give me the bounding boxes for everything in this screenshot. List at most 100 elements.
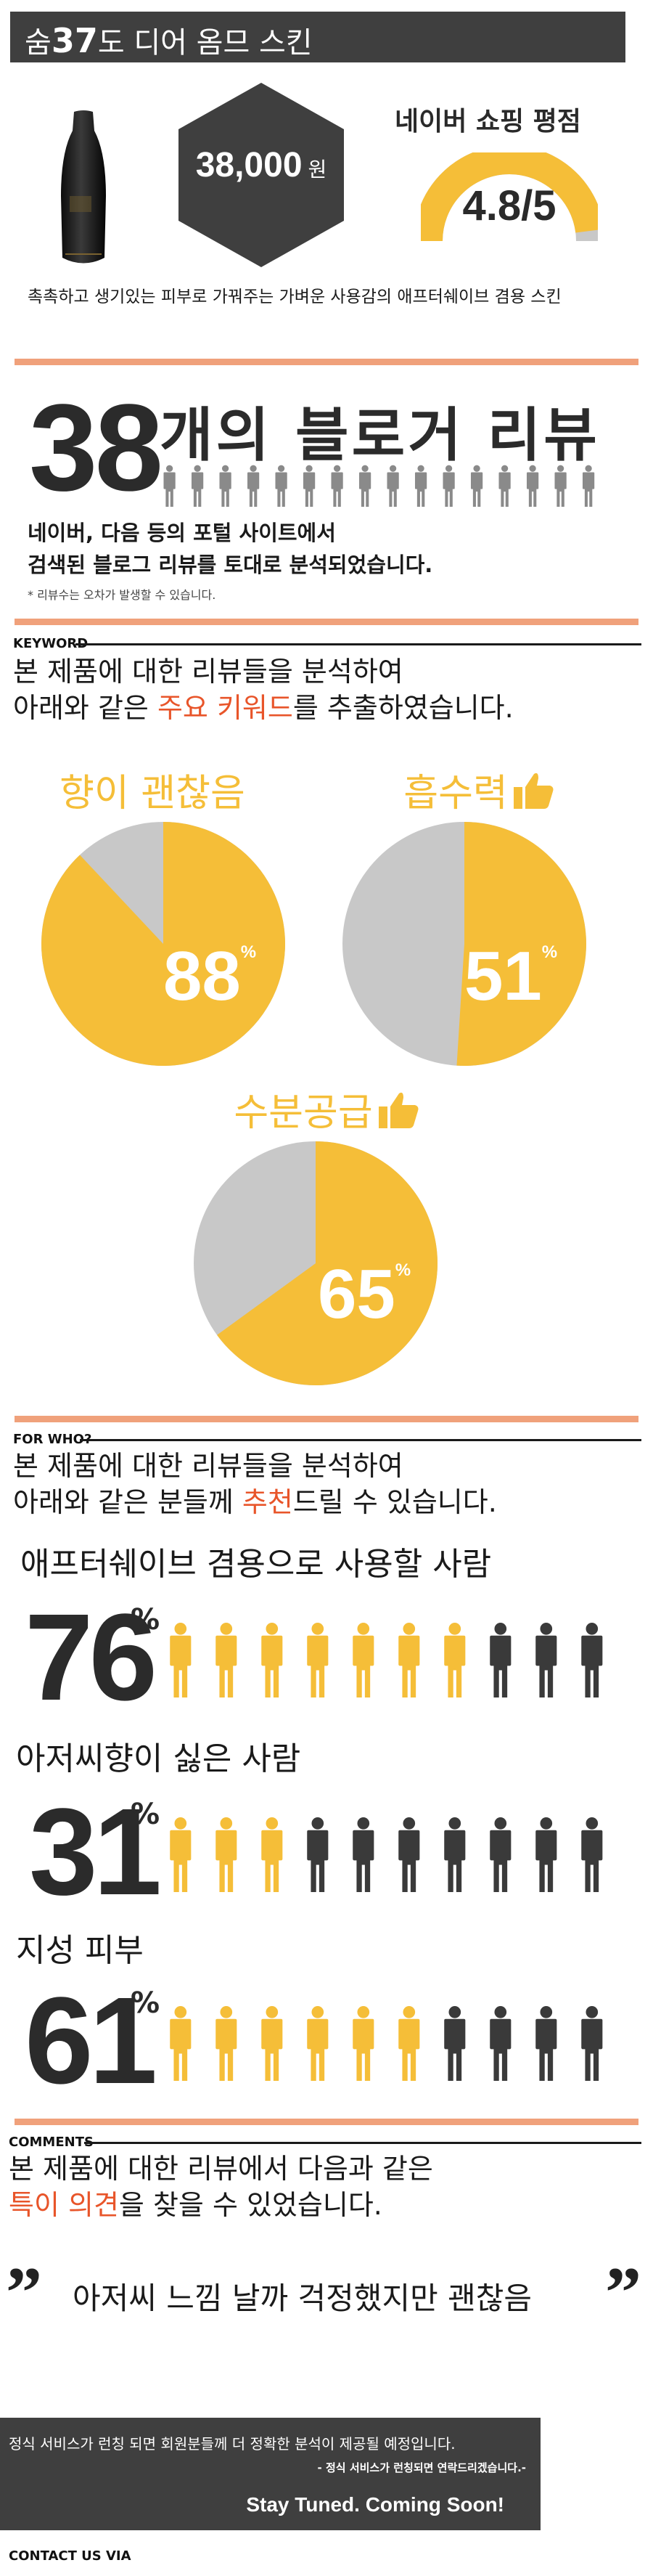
person-icon — [261, 1817, 283, 1892]
person-icon — [535, 1623, 557, 1697]
percent-sign: % — [131, 1798, 160, 1831]
person-icon — [398, 1817, 420, 1892]
blog-count: 38 — [29, 379, 163, 517]
person-icon — [307, 1817, 329, 1892]
quote-open-mark: ” — [6, 2252, 42, 2333]
person-icon — [215, 1623, 237, 1697]
person-icon — [261, 2006, 283, 2081]
person-icon — [490, 2006, 512, 2081]
person-icon — [498, 465, 511, 507]
forwho-item-title: 지성 피부 — [16, 1932, 144, 1969]
keyword-pie-chart — [342, 822, 586, 1066]
person-icon — [398, 1623, 420, 1697]
person-icon — [353, 1817, 374, 1892]
percent-sign: % — [131, 1986, 160, 2020]
forwho-lead-text: 본 제품에 대한 리뷰들을 분석하여 아래와 같은 분들께 추천드릴 수 있습니… — [13, 1450, 497, 1518]
person-icon — [490, 1623, 512, 1697]
blog-note: * 리뷰수는 오차가 발생할 수 있습니다. — [28, 588, 216, 602]
percent-sign: % — [131, 1603, 160, 1637]
person-icon — [307, 2006, 329, 2081]
keyword-section-label: KEYWORD — [13, 636, 89, 651]
header-bar — [10, 12, 625, 62]
forwho-item-title: 아저씨향이 싫은 사람 — [16, 1740, 301, 1777]
person-icon — [490, 1817, 512, 1892]
person-icon — [444, 1623, 466, 1697]
blog-title: 개의 블로거 리뷰 — [160, 402, 600, 469]
pie-slice-value — [41, 822, 286, 1066]
forwho-people-row — [170, 1623, 603, 1697]
person-icon — [358, 465, 371, 507]
footer-subnotice: - 정식 서비스가 런칭되면 연락드리겠습니다.- — [317, 2461, 526, 2474]
comments-section-label: COMMENTS — [9, 2135, 94, 2150]
person-icon — [170, 1817, 192, 1892]
section-divider — [15, 2119, 638, 2125]
comment-quote: 아저씨 느낌 날까 걱정했지만 괜찮음 — [73, 2281, 533, 2316]
person-icon — [191, 465, 204, 507]
keyword-title: 향이 괜찮음 — [59, 772, 245, 815]
blog-source-text: 네이버, 다음 등의 포털 사이트에서 검색된 블로그 리뷰를 토대로 분석되었습… — [28, 521, 433, 577]
person-icon — [582, 465, 595, 507]
pie-slice-value — [217, 1141, 438, 1385]
person-icon — [414, 465, 427, 507]
footer-cta: Stay Tuned. Coming Soon! — [246, 2493, 504, 2516]
forwho-section-label: FOR WHO? — [13, 1432, 92, 1447]
person-icon — [581, 1817, 603, 1892]
person-icon — [554, 465, 567, 507]
person-icon — [444, 2006, 466, 2081]
thumbs-up-icon — [513, 773, 554, 809]
keyword-percent: 51% — [464, 937, 558, 1015]
person-icon — [470, 465, 483, 507]
person-icon — [303, 465, 316, 507]
keyword-pie-chart — [41, 822, 286, 1066]
person-icon — [581, 1623, 603, 1697]
person-icon — [170, 2006, 192, 2081]
person-icon — [443, 465, 455, 507]
person-icon — [444, 1817, 466, 1892]
person-icon — [526, 465, 539, 507]
contact-us-label[interactable]: CONTACT US VIA — [9, 2548, 131, 2564]
forwho-item-title: 애프터쉐이브 겸용으로 사용할 사람 — [20, 1546, 492, 1583]
price-hexagon — [178, 83, 344, 267]
keyword-title: 흡수력 — [363, 762, 595, 817]
thumbs-up-icon — [378, 1092, 419, 1128]
footer-box — [0, 2418, 541, 2530]
price-value: 38,000 원 — [195, 146, 327, 184]
forwho-people-row — [170, 2006, 603, 2081]
pie-slice-value — [456, 822, 586, 1066]
person-icon — [247, 465, 260, 507]
forwho-percent: 76 — [25, 1589, 157, 1727]
person-icon — [353, 2006, 374, 2081]
forwho-people-row — [170, 1817, 603, 1892]
person-icon — [215, 1817, 237, 1892]
person-icon — [535, 1817, 557, 1892]
keyword-percent: 65% — [318, 1255, 411, 1333]
person-icon — [170, 1623, 192, 1697]
keyword-pie-chart — [194, 1141, 438, 1385]
person-icon — [535, 2006, 557, 2081]
person-icon — [275, 465, 287, 507]
section-line — [84, 2142, 641, 2144]
blogger-icon-row — [163, 465, 595, 507]
product-title: 숨37도 디어 옴므 스킨 — [25, 21, 313, 60]
rating-label: 네이버 쇼핑 평점 — [395, 107, 581, 136]
product-bottle-image — [61, 110, 106, 264]
person-icon — [387, 465, 399, 507]
section-divider — [15, 1416, 638, 1422]
product-description: 촉촉하고 생기있는 피부로 가꿔주는 가벼운 사용감의 애프터쉐이브 겸용 스킨 — [28, 288, 562, 306]
rating-gauge — [421, 152, 598, 242]
person-icon — [261, 1623, 283, 1697]
section-line — [80, 1439, 641, 1441]
keyword-percent: 88% — [163, 937, 257, 1015]
person-icon — [353, 1623, 374, 1697]
person-icon — [398, 2006, 420, 2081]
person-icon — [163, 465, 176, 507]
person-icon — [331, 465, 343, 507]
forwho-percent: 61 — [25, 1972, 157, 2110]
person-icon — [581, 2006, 603, 2081]
quote-close-mark: ” — [605, 2252, 641, 2333]
keyword-title: 수분공급 — [189, 1082, 464, 1136]
keyword-lead-text: 본 제품에 대한 리뷰들을 분석하여 아래와 같은 주요 키워드를 추출하였습니… — [13, 656, 514, 724]
section-divider — [15, 359, 638, 365]
footer-notice: 정식 서비스가 런칭 되면 회원분들께 더 정확한 분석이 제공될 예정입니다. — [9, 2435, 456, 2453]
section-divider — [15, 619, 638, 625]
